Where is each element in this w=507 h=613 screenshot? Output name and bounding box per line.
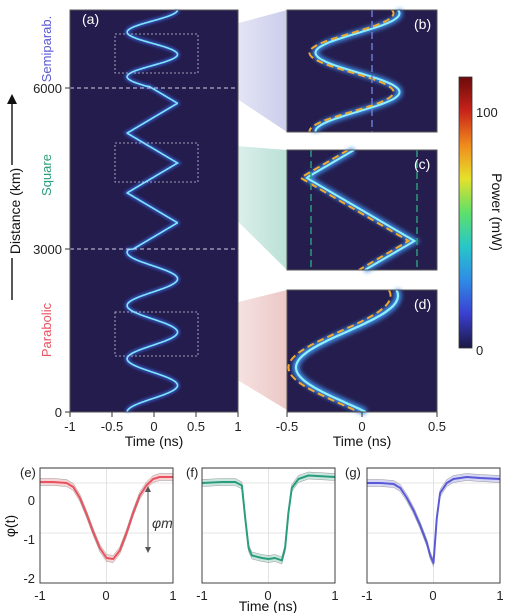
distance-arrow-head — [7, 94, 17, 104]
phase-frame — [366, 467, 501, 584]
colorbar-tick-max: 100 — [476, 105, 498, 120]
heatmap-panel-a: (a) — [69, 9, 239, 413]
colorbar-tick-min: 0 — [476, 343, 483, 358]
y-tick-a: 0 — [55, 405, 62, 420]
phase-frame — [201, 467, 336, 584]
zoom-box-c — [114, 142, 199, 183]
panel-label-e: (e) — [20, 465, 36, 480]
panel-label-a: (a) — [82, 11, 99, 27]
panel-label-f: (f) — [186, 465, 198, 480]
phase-line — [40, 476, 173, 560]
phi-m-arrow-top — [145, 486, 151, 492]
panel-label-b: (b) — [414, 16, 431, 32]
colorbar-gradient — [458, 76, 473, 349]
segment-label-parabolic: Parabolic — [39, 302, 54, 357]
phase-panel-g: (g) -1 0 1 — [345, 465, 504, 603]
panel-label-g: (g) — [345, 465, 361, 480]
y-tick-a: 6000 — [33, 81, 62, 96]
x-tick-f: 0 — [264, 588, 271, 603]
x-tick-d: 0 — [358, 419, 365, 434]
x-axis-label-a: Time (ns) — [125, 433, 184, 449]
zoom-trace-c — [305, 149, 417, 271]
x-tick-d: 0.5 — [428, 419, 446, 434]
x-tick-f: -1 — [196, 588, 208, 603]
zoom-box-b — [114, 33, 199, 74]
y-axis-label-a: Distance (km) — [7, 168, 23, 254]
x-tick-g: 0 — [429, 588, 436, 603]
y-tick-e: -1 — [23, 532, 35, 547]
phase-line — [201, 474, 336, 562]
segment-label-semiparabolic: Semiparab. — [39, 16, 54, 82]
phase-panel-e: (e) φ(t) 0 -1 -2 -1 0 1 φm — [2, 465, 177, 603]
axis-d: -0.5 0 0.5 Time (ns) — [276, 412, 446, 449]
pulse-trace — [126, 9, 179, 413]
reference-dashed-d — [287, 289, 392, 413]
phase-line — [367, 476, 501, 564]
reference-dashed-c — [299, 149, 411, 271]
x-tick-a: 0 — [150, 419, 157, 434]
x-tick-a: -0.5 — [101, 419, 123, 434]
phi-m-annotation: φm — [152, 515, 173, 531]
x-tick-g: -1 — [361, 588, 373, 603]
phase-panel-f: (f) -1 0 1 Time (ns) — [186, 465, 339, 613]
phi-m-arrow-bottom — [145, 547, 151, 553]
x-tick-g: 1 — [496, 588, 503, 603]
x-tick-f: 1 — [331, 588, 338, 603]
zoom-trace-b — [314, 9, 401, 132]
phase-frame — [39, 467, 174, 584]
x-tick-e: -1 — [34, 588, 46, 603]
zoom-box-d — [114, 311, 199, 357]
y-tick-e: 0 — [28, 493, 35, 508]
heatmap-panel-b: (b) — [286, 8, 438, 133]
axis-a: -1 -0.5 0 0.5 1 Time (ns) 0 3000 6000 Di… — [7, 16, 242, 449]
x-tick-e: 0 — [102, 588, 109, 603]
x-tick-e: 1 — [169, 588, 176, 603]
zoom-trace-d — [294, 289, 400, 413]
x-tick-a: -1 — [64, 419, 76, 434]
reference-dashed-b — [308, 9, 395, 132]
x-tick-a: 1 — [234, 419, 241, 434]
x-axis-label-f: Time (ns) — [239, 598, 298, 613]
y-tick-e: -2 — [23, 571, 35, 586]
heatmap-panel-d: (d) — [286, 288, 438, 416]
x-axis-label-d: Time (ns) — [333, 433, 392, 449]
y-tick-a: 3000 — [33, 242, 62, 257]
y-axis-label-e: φ(t) — [2, 515, 18, 537]
panel-label-d: (d) — [414, 296, 431, 312]
heatmap-panel-c: (c) — [286, 147, 438, 273]
colorbar: 100 0 Power (mW) — [458, 76, 505, 358]
panel-label-c: (c) — [414, 156, 430, 172]
x-tick-a: 0.5 — [187, 419, 205, 434]
segment-label-square: Square — [39, 154, 54, 196]
x-tick-d: -0.5 — [276, 419, 298, 434]
colorbar-label: Power (mW) — [489, 173, 505, 251]
